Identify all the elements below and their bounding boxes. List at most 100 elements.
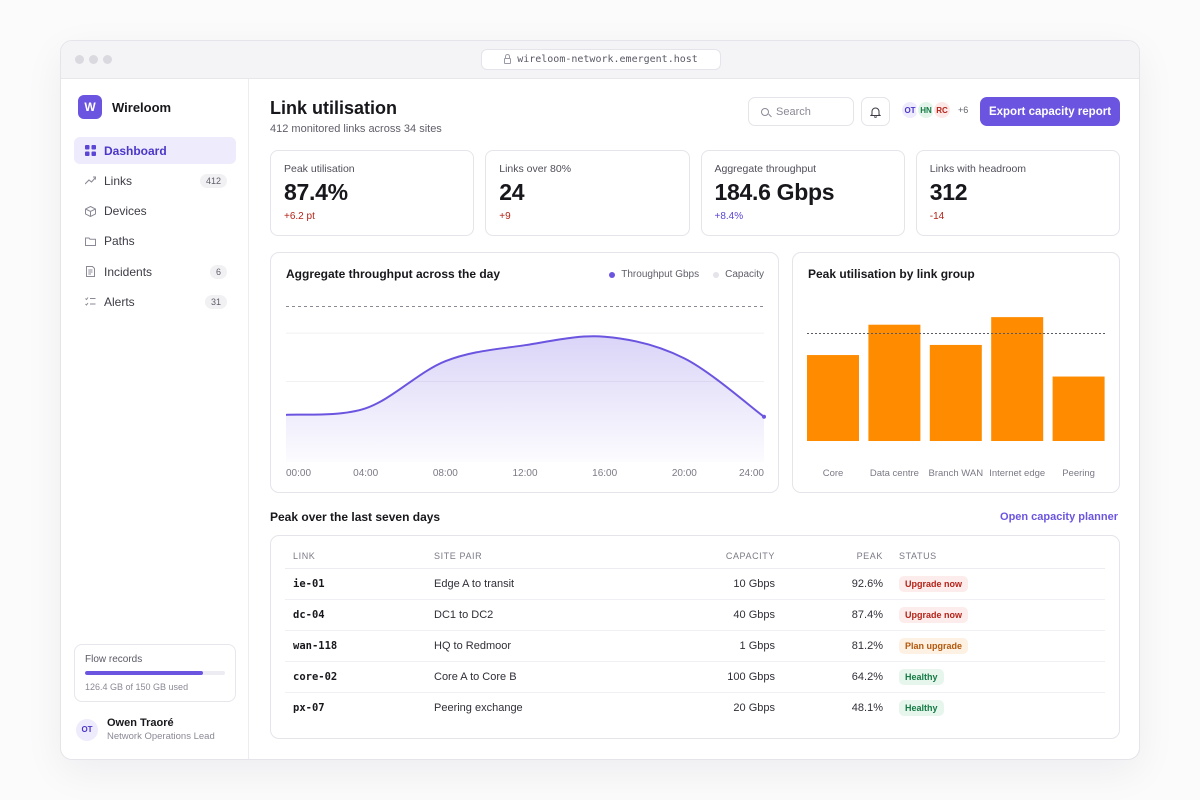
bar[interactable]	[929, 344, 982, 441]
throughput-chart-legend: Throughput Gbps Capacity	[609, 269, 764, 280]
collaborator-avatars[interactable]: OT HN RC +6	[900, 100, 968, 120]
status-badge: Upgrade now	[899, 606, 969, 623]
kpi-label: Links with headroom	[929, 163, 1027, 175]
data-point	[364, 407, 367, 410]
sidebar-item-links[interactable]: Links 412	[74, 167, 236, 194]
address-url: wireloom-network.emergent.host	[517, 54, 698, 65]
table-row[interactable]: ie-01 Edge A to transit 10 Gbps 92.6% Upgrad…	[285, 568, 1105, 600]
peak-table: LINK SITE PAIR CAPACITY PEAK STATUS ie-0…	[285, 544, 1105, 723]
bell-icon	[870, 107, 881, 118]
cell-capacity: 40 Gbps	[648, 599, 783, 631]
x-tick-label: 16:00	[592, 468, 617, 479]
avatar[interactable]: RC	[932, 100, 952, 120]
kpi-row: Peak utilisation 87.4% +6.2 pt Links over 8…	[270, 150, 1120, 236]
avatars-more-count[interactable]: +6	[958, 105, 969, 115]
data-point	[444, 360, 447, 363]
cell-link: px-07	[293, 701, 325, 714]
cell-site-pair: HQ to Redmoor	[426, 630, 648, 662]
cell-capacity: 20 Gbps	[733, 701, 775, 714]
kpi-delta: +8.4%	[714, 211, 744, 222]
x-tick-label: 24:00	[739, 468, 764, 479]
sidebar-item-devices[interactable]: Devices	[74, 198, 236, 225]
user-name: Owen Traoré	[107, 717, 174, 729]
search-placeholder: Search	[776, 105, 811, 118]
window-dot[interactable]	[103, 55, 112, 64]
lock-icon	[504, 54, 512, 64]
peak-table-card: LINK SITE PAIR CAPACITY PEAK STATUS ie-0…	[270, 535, 1120, 739]
search-input[interactable]: Search	[748, 97, 854, 126]
bar[interactable]	[807, 355, 859, 441]
sidebar-item-count: 6	[209, 264, 227, 279]
data-point	[524, 344, 527, 347]
legend-swatch	[713, 271, 720, 278]
bar[interactable]	[991, 317, 1044, 441]
table-row[interactable]: core-02 Core A to Core B 100 Gbps 64.2% Heal…	[285, 661, 1105, 693]
cube-icon	[84, 205, 96, 217]
kpi-delta: +9	[499, 211, 511, 222]
kpi-card: Peak utilisation 87.4% +6.2 pt	[270, 150, 475, 236]
cell-capacity: 100 Gbps	[648, 661, 783, 693]
column-header-site-pair[interactable]: SITE PAIR	[426, 544, 648, 569]
open-capacity-planner-link[interactable]: Open capacity planner	[1000, 511, 1118, 523]
data-point	[603, 335, 606, 338]
utilisation-bar-chart: Core Data centre Branch WAN Internet edge Pe…	[807, 317, 1105, 479]
x-tick-label: Peering	[1062, 468, 1095, 479]
storage-usage: 126.4 GB of 150 GB used	[85, 682, 189, 692]
kpi-label: Aggregate throughput	[714, 163, 817, 175]
brand[interactable]: W Wireloom	[78, 95, 171, 119]
cell-status: Plan upgrade	[891, 630, 1105, 662]
x-tick-label: 12:00	[512, 468, 537, 479]
window-dot[interactable]	[89, 55, 98, 64]
kpi-value: 87.4%	[284, 179, 348, 205]
x-tick-label: Branch WAN	[929, 468, 984, 479]
status-badge: Plan upgrade	[899, 637, 969, 654]
table-header-row: LINK SITE PAIR CAPACITY PEAK STATUS	[285, 544, 1105, 569]
sidebar-item-dashboard[interactable]: Dashboard	[74, 137, 236, 164]
search-icon	[761, 107, 769, 116]
sidebar-item-paths[interactable]: Paths	[74, 228, 236, 255]
table-row[interactable]: px-07 Peering exchange 20 Gbps 48.1% Healthy	[285, 692, 1105, 723]
column-header-peak[interactable]: PEAK	[783, 544, 891, 569]
cell-peak: 87.4%	[783, 599, 891, 631]
table-row[interactable]: wan-118 HQ to Redmoor 1 Gbps 81.2% Plan upgr…	[285, 630, 1105, 662]
legend-label: Capacity	[725, 269, 764, 280]
window-dot[interactable]	[75, 55, 84, 64]
trend-icon	[84, 175, 96, 187]
sidebar-item-incidents[interactable]: Incidents 6	[74, 258, 236, 285]
storage-widget: Flow records 126.4 GB of 150 GB used	[74, 644, 236, 702]
cell-link: wan-118	[285, 630, 426, 662]
cell-peak: 64.2%	[783, 661, 891, 693]
user-profile[interactable]: OT Owen Traoré Network Operations Lead	[76, 717, 215, 742]
column-header-status[interactable]: STATUS	[891, 544, 1105, 569]
bar[interactable]	[868, 324, 921, 441]
cell-status: Upgrade now	[891, 599, 1105, 631]
bar[interactable]	[1052, 376, 1105, 441]
notifications-button[interactable]	[861, 97, 890, 126]
column-header-capacity[interactable]: CAPACITY	[648, 544, 783, 569]
x-tick-label: Core	[823, 468, 844, 479]
main-content: Link utilisation 412 monitored links acr…	[249, 79, 1139, 759]
sidebar-item-label: Alerts	[104, 294, 135, 309]
address-bar[interactable]: wireloom-network.emergent.host	[481, 49, 721, 70]
folder-icon	[84, 235, 96, 247]
kpi-card: Links over 80% 24 +9	[485, 150, 690, 236]
cell-link: ie-01	[285, 568, 426, 600]
cell-link: core-02	[285, 661, 426, 693]
sidebar-item-label: Paths	[104, 234, 135, 249]
document-icon	[84, 266, 96, 278]
grid-icon	[84, 145, 96, 157]
x-tick-label: Data centre	[870, 468, 919, 479]
cell-peak: 92.6%	[783, 568, 891, 600]
brand-name: Wireloom	[112, 99, 172, 115]
cell-capacity: 1 Gbps	[648, 630, 783, 662]
data-point	[285, 413, 288, 416]
table-body: ie-01 Edge A to transit 10 Gbps 92.6% Upgrad…	[285, 568, 1105, 723]
table-row[interactable]: dc-04 DC1 to DC2 40 Gbps 87.4% Upgrade now	[285, 599, 1105, 631]
column-header-link[interactable]: LINK	[285, 544, 426, 569]
sidebar-item-alerts[interactable]: Alerts 31	[74, 288, 236, 315]
kpi-value: 312	[929, 179, 968, 205]
browser-titlebar: wireloom-network.emergent.host	[61, 41, 1139, 79]
cell-status: Healthy	[891, 661, 1105, 693]
kpi-delta: +6.2 pt	[284, 211, 315, 222]
export-capacity-report-button[interactable]: Export capacity report	[980, 97, 1120, 126]
